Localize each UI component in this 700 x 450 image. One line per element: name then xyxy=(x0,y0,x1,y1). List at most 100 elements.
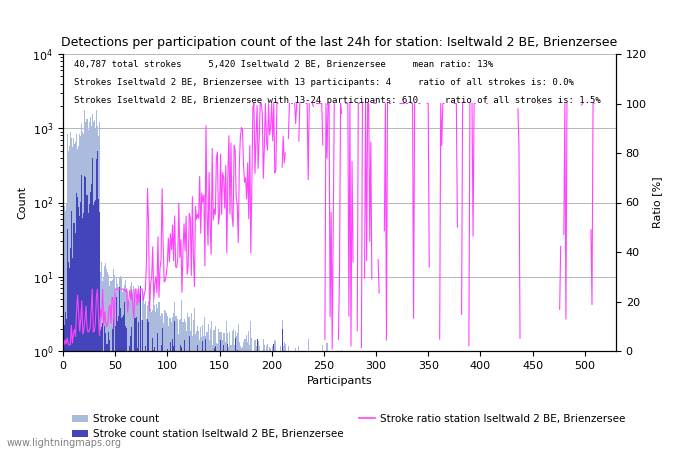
Bar xyxy=(128,300,130,450)
Bar xyxy=(434,351,435,450)
Bar xyxy=(219,332,220,450)
Bar xyxy=(97,151,98,450)
Bar xyxy=(270,351,271,450)
Bar xyxy=(81,124,83,450)
Bar xyxy=(196,331,197,450)
Bar xyxy=(500,351,502,450)
Bar xyxy=(559,351,560,450)
Bar xyxy=(188,317,189,450)
Bar xyxy=(244,351,245,450)
Bar xyxy=(234,338,236,450)
Bar xyxy=(123,289,124,450)
Bar xyxy=(211,345,213,450)
Bar xyxy=(197,345,198,450)
Bar xyxy=(582,351,583,450)
Bar xyxy=(239,342,240,450)
Bar xyxy=(413,351,414,450)
Bar xyxy=(203,336,204,450)
Bar xyxy=(109,340,111,450)
Bar xyxy=(71,211,72,450)
Bar xyxy=(185,322,186,450)
Bar xyxy=(244,339,245,450)
Bar xyxy=(317,351,318,450)
Bar xyxy=(468,351,470,450)
Bar xyxy=(377,351,379,450)
Bar xyxy=(375,351,377,450)
Bar xyxy=(359,351,360,450)
Bar xyxy=(198,331,200,450)
Bar xyxy=(395,351,396,450)
Bar xyxy=(385,351,386,450)
Bar xyxy=(413,351,414,450)
Bar xyxy=(440,351,441,450)
Bar xyxy=(248,331,249,450)
Bar xyxy=(209,351,211,450)
Bar xyxy=(566,351,568,450)
Bar xyxy=(584,351,585,450)
Stroke ratio station Iseltwald 2 BE, Brienzersee xyxy=(60,342,68,348)
Bar xyxy=(552,351,553,450)
Bar xyxy=(224,333,225,450)
Bar xyxy=(351,351,353,450)
Bar xyxy=(500,351,502,450)
Bar xyxy=(523,351,524,450)
Bar xyxy=(79,216,81,450)
Bar xyxy=(509,351,510,450)
Bar xyxy=(76,193,77,450)
Bar xyxy=(318,351,319,450)
Bar xyxy=(266,351,267,450)
Bar xyxy=(160,346,162,450)
Bar xyxy=(195,333,196,450)
Bar xyxy=(80,136,81,450)
Bar xyxy=(564,351,566,450)
Bar xyxy=(559,351,560,450)
Bar xyxy=(119,278,120,450)
Bar xyxy=(99,122,100,450)
Stroke ratio station Iseltwald 2 BE, Brienzersee xyxy=(185,211,193,216)
Bar xyxy=(369,351,370,450)
Bar xyxy=(122,317,123,450)
Bar xyxy=(225,342,226,450)
Bar xyxy=(155,312,156,450)
Bar xyxy=(455,351,456,450)
Bar xyxy=(138,322,139,450)
Bar xyxy=(132,294,134,450)
Bar xyxy=(183,319,185,450)
Bar xyxy=(102,323,103,450)
Bar xyxy=(326,351,328,450)
Bar xyxy=(262,351,264,450)
Bar xyxy=(279,346,281,450)
Bar xyxy=(164,351,166,450)
Bar xyxy=(176,316,177,450)
Bar xyxy=(218,329,219,450)
Bar xyxy=(77,198,78,450)
Bar xyxy=(262,339,264,450)
Bar xyxy=(281,320,283,450)
Bar xyxy=(375,351,377,450)
Bar xyxy=(91,126,92,450)
Bar xyxy=(592,351,594,450)
Bar xyxy=(202,324,203,450)
Bar xyxy=(226,321,228,450)
Bar xyxy=(236,336,237,450)
Bar xyxy=(281,329,283,450)
Bar xyxy=(115,293,116,450)
Legend: Stroke count, Stroke count station Iseltwald 2 BE, Brienzersee, Stroke ratio sta: Stroke count, Stroke count station Iselt… xyxy=(68,410,630,443)
Bar xyxy=(232,329,234,450)
Bar xyxy=(317,351,318,450)
Bar xyxy=(439,351,440,450)
Bar xyxy=(125,280,126,450)
Bar xyxy=(189,336,190,450)
Bar xyxy=(486,351,487,450)
Bar xyxy=(283,351,284,450)
Bar xyxy=(416,351,417,450)
Bar xyxy=(264,345,265,450)
Bar xyxy=(74,144,75,450)
Bar xyxy=(193,351,194,450)
Bar xyxy=(179,351,181,450)
Bar xyxy=(357,351,358,450)
Bar xyxy=(386,351,387,450)
Bar xyxy=(291,351,292,450)
Bar xyxy=(149,351,150,450)
Bar xyxy=(120,308,121,450)
